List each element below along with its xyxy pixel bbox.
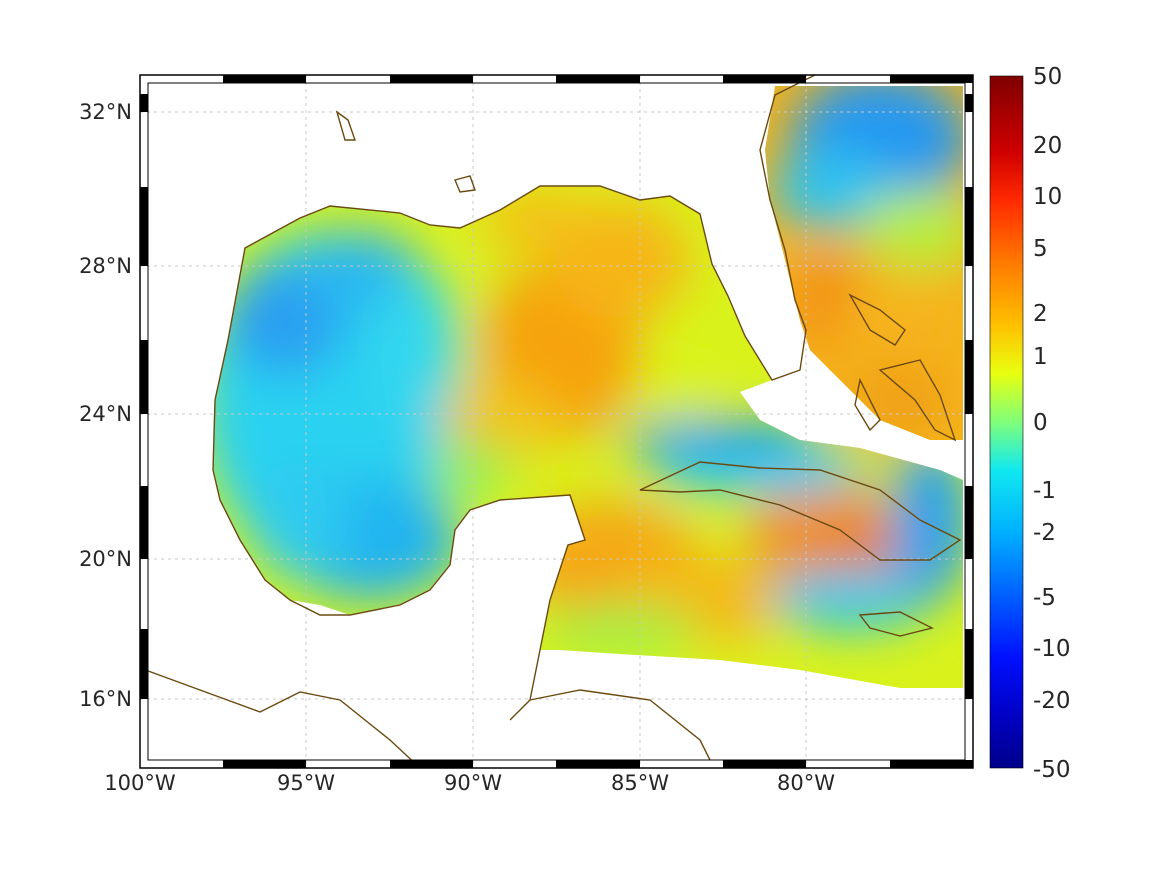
lon-label: 95°W [277, 771, 335, 795]
lat-label: 28°N [79, 254, 132, 278]
colorbar-tick-label: -2 [1033, 520, 1056, 546]
colorbar-tick-label: -10 [1033, 636, 1071, 662]
colorbar-tick-label: -1 [1033, 478, 1056, 504]
map-frame [139, 74, 974, 769]
colorbar-tick-label: 1 [1033, 344, 1048, 370]
lat-label: 16°N [79, 687, 132, 711]
lat-label: 20°N [79, 547, 132, 571]
coastline [139, 74, 962, 769]
colorbar-tick-label: -20 [1033, 688, 1071, 714]
lat-label: 24°N [79, 402, 132, 426]
lon-label: 90°W [444, 771, 502, 795]
lon-label: 80°W [777, 771, 835, 795]
colorbar-tick-label: -50 [1033, 757, 1071, 783]
colorbar-tick-label: 0 [1033, 410, 1048, 436]
colorbar-scale [989, 75, 1024, 769]
colorbar-tick-label: 10 [1033, 184, 1062, 210]
latitude-labels: 32°N 28°N 24°N 20°N 16°N [79, 100, 132, 711]
colorbar-tick-label: 50 [1033, 64, 1062, 90]
colorbar-tick-label: 20 [1033, 133, 1062, 159]
colorbar-tick-label: 5 [1033, 236, 1048, 262]
longitude-labels: 100°W 95°W 90°W 85°W 80°W [104, 771, 835, 795]
colorbar-tick-label: 2 [1033, 301, 1048, 327]
colorbar-tick-label: -5 [1033, 585, 1056, 611]
lon-label: 100°W [104, 771, 176, 795]
data-field [213, 86, 963, 688]
lat-label: 32°N [79, 100, 132, 124]
lon-label: 85°W [611, 771, 669, 795]
graticule [140, 75, 973, 768]
